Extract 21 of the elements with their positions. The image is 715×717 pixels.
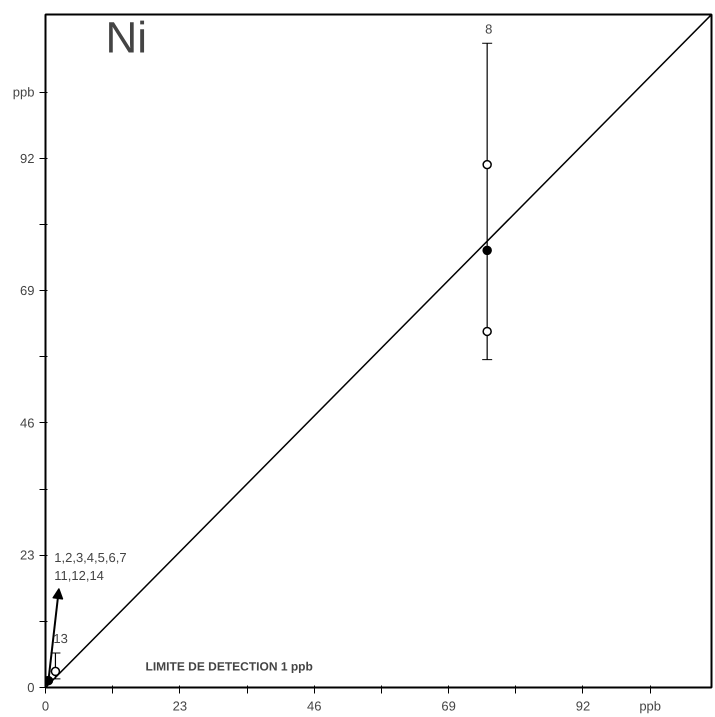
- point: [482, 326, 492, 336]
- y-tick-label: 46: [20, 415, 35, 430]
- annotation: LIMITE DE DETECTION 1 ppb: [146, 660, 313, 674]
- x-tick-label: 23: [172, 698, 188, 714]
- y-tick-label: 92: [20, 150, 35, 166]
- x-tick-label: 92: [576, 698, 590, 714]
- y-tick-label: 69: [20, 283, 35, 298]
- x-tick-label: ppb: [639, 698, 662, 714]
- point: [50, 666, 60, 676]
- point: [482, 246, 492, 256]
- point: [482, 160, 492, 170]
- x-tick-label: 0: [42, 698, 50, 714]
- annotation: Ni: [106, 14, 148, 62]
- x-tick-label: 46: [307, 698, 322, 714]
- y-tick-label: 23: [20, 548, 35, 563]
- y-tick-label: 0: [27, 680, 35, 695]
- annotation: 8: [485, 21, 492, 36]
- annotation: 1,2,3,4,5,6,7 11,12,14: [54, 550, 127, 583]
- y-tick-label: ppb: [12, 84, 35, 100]
- annotation: 13: [53, 630, 68, 646]
- x-tick-label: 69: [441, 698, 456, 714]
